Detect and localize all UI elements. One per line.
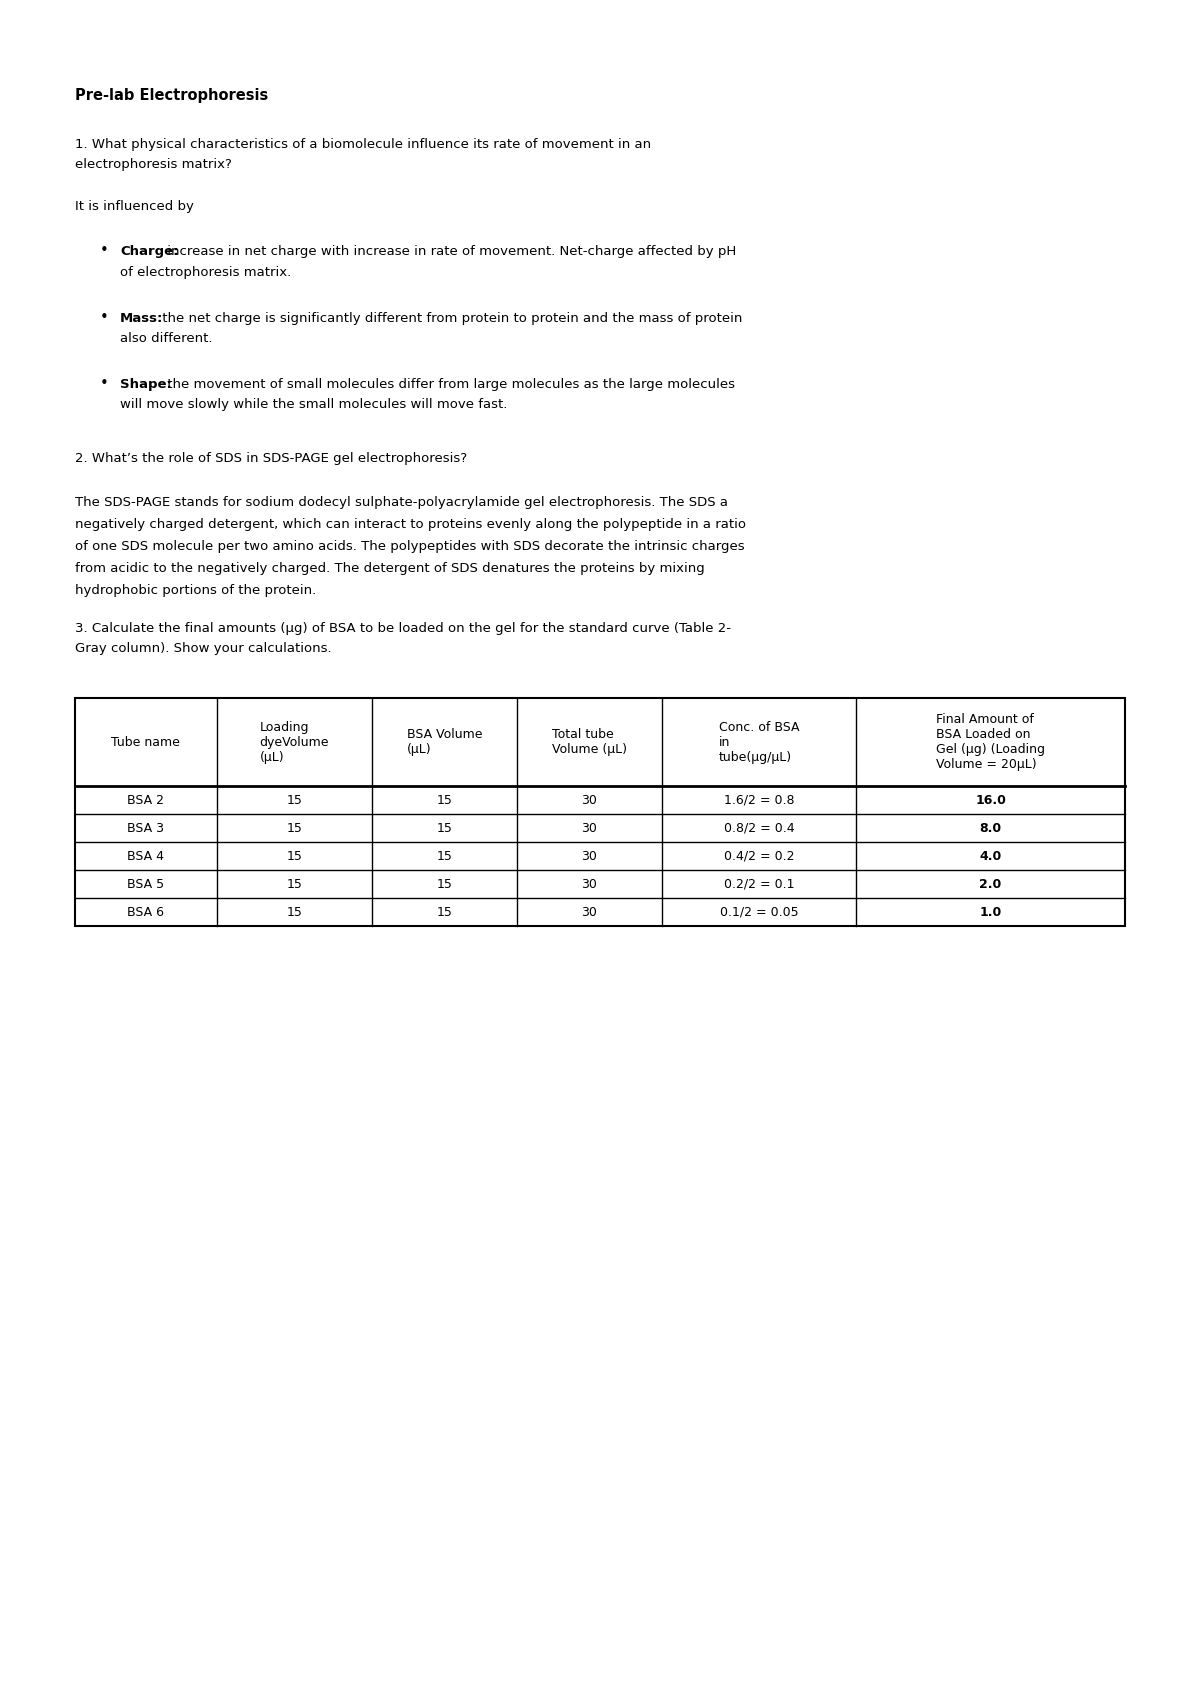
Text: 2.0: 2.0 (979, 878, 1002, 890)
Text: It is influenced by: It is influenced by (74, 200, 194, 212)
Text: 1.6/2 = 0.8: 1.6/2 = 0.8 (724, 793, 794, 807)
Text: Loading
dyeVolume
(μL): Loading dyeVolume (μL) (259, 720, 329, 764)
Text: 15: 15 (287, 878, 302, 890)
Text: also different.: also different. (120, 333, 212, 345)
Text: 8.0: 8.0 (979, 822, 1002, 834)
Text: Charge:: Charge: (120, 245, 179, 258)
Text: Pre-lab Electrophoresis: Pre-lab Electrophoresis (74, 88, 269, 104)
Text: 1. What physical characteristics of a biomolecule influence its rate of movement: 1. What physical characteristics of a bi… (74, 138, 652, 151)
Text: 15: 15 (287, 849, 302, 863)
Text: 30: 30 (582, 793, 598, 807)
Text: BSA Volume
(μL): BSA Volume (μL) (407, 728, 482, 756)
Text: BSA 4: BSA 4 (127, 849, 164, 863)
Text: Shape:: Shape: (120, 379, 172, 391)
Text: BSA 3: BSA 3 (127, 822, 164, 834)
Text: 1.0: 1.0 (979, 905, 1002, 919)
Text: 15: 15 (437, 793, 452, 807)
Text: Total tube
Volume (μL): Total tube Volume (μL) (552, 728, 628, 756)
Text: 30: 30 (582, 905, 598, 919)
Text: Tube name: Tube name (112, 735, 180, 749)
Text: of one SDS molecule per two amino acids. The polypeptides with SDS decorate the : of one SDS molecule per two amino acids.… (74, 540, 745, 554)
Text: Final Amount of
BSA Loaded on
Gel (μg) (Loading
Volume = 20μL): Final Amount of BSA Loaded on Gel (μg) (… (936, 713, 1045, 771)
Bar (74, 698, 1126, 925)
Text: Conc. of BSA
in
tube(μg/μL): Conc. of BSA in tube(μg/μL) (719, 720, 799, 764)
Text: 0.4/2 = 0.2: 0.4/2 = 0.2 (724, 849, 794, 863)
Text: negatively charged detergent, which can interact to proteins evenly along the po: negatively charged detergent, which can … (74, 518, 746, 531)
Text: 16.0: 16.0 (976, 793, 1006, 807)
Text: 2. What’s the role of SDS in SDS-PAGE gel electrophoresis?: 2. What’s the role of SDS in SDS-PAGE ge… (74, 452, 467, 465)
Text: the net charge is significantly different from protein to protein and the mass o: the net charge is significantly differen… (158, 312, 743, 324)
Text: the movement of small molecules differ from large molecules as the large molecul: the movement of small molecules differ f… (163, 379, 734, 391)
Text: 15: 15 (437, 878, 452, 890)
Text: 30: 30 (582, 822, 598, 834)
Text: 15: 15 (437, 905, 452, 919)
Text: •: • (100, 243, 109, 258)
Text: BSA 5: BSA 5 (127, 878, 164, 890)
Text: of electrophoresis matrix.: of electrophoresis matrix. (120, 267, 292, 278)
Text: 15: 15 (287, 793, 302, 807)
Text: •: • (100, 311, 109, 324)
Text: 15: 15 (437, 849, 452, 863)
Text: 0.1/2 = 0.05: 0.1/2 = 0.05 (720, 905, 798, 919)
Text: BSA 6: BSA 6 (127, 905, 164, 919)
Text: hydrophobic portions of the protein.: hydrophobic portions of the protein. (74, 584, 317, 598)
Text: electrophoresis matrix?: electrophoresis matrix? (74, 158, 232, 171)
Text: 4.0: 4.0 (979, 849, 1002, 863)
Text: •: • (100, 375, 109, 391)
Text: 15: 15 (437, 822, 452, 834)
Text: 0.2/2 = 0.1: 0.2/2 = 0.1 (724, 878, 794, 890)
Text: 3. Calculate the final amounts (μg) of BSA to be loaded on the gel for the stand: 3. Calculate the final amounts (μg) of B… (74, 621, 731, 635)
Text: 30: 30 (582, 849, 598, 863)
Text: from acidic to the negatively charged. The detergent of SDS denatures the protei: from acidic to the negatively charged. T… (74, 562, 704, 576)
Text: Mass:: Mass: (120, 312, 163, 324)
Text: increase in net charge with increase in rate of movement. Net-charge affected by: increase in net charge with increase in … (163, 245, 737, 258)
Text: 0.8/2 = 0.4: 0.8/2 = 0.4 (724, 822, 794, 834)
Text: will move slowly while the small molecules will move fast.: will move slowly while the small molecul… (120, 397, 508, 411)
Text: BSA 2: BSA 2 (127, 793, 164, 807)
Text: Gray column). Show your calculations.: Gray column). Show your calculations. (74, 642, 331, 655)
Text: 30: 30 (582, 878, 598, 890)
Text: 15: 15 (287, 905, 302, 919)
Text: The SDS-PAGE stands for sodium dodecyl sulphate-polyacrylamide gel electrophores: The SDS-PAGE stands for sodium dodecyl s… (74, 496, 728, 509)
Text: 15: 15 (287, 822, 302, 834)
